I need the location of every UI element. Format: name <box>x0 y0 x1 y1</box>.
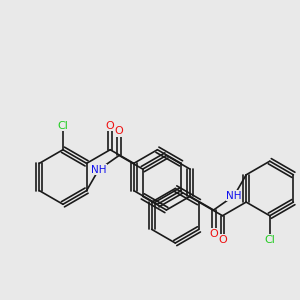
Text: O: O <box>218 235 227 245</box>
Text: NH: NH <box>226 190 242 201</box>
Text: NH: NH <box>91 165 106 175</box>
Text: O: O <box>106 121 115 131</box>
Text: O: O <box>209 229 218 239</box>
Text: Cl: Cl <box>58 121 68 131</box>
Text: O: O <box>115 127 124 136</box>
Text: Cl: Cl <box>264 235 275 245</box>
